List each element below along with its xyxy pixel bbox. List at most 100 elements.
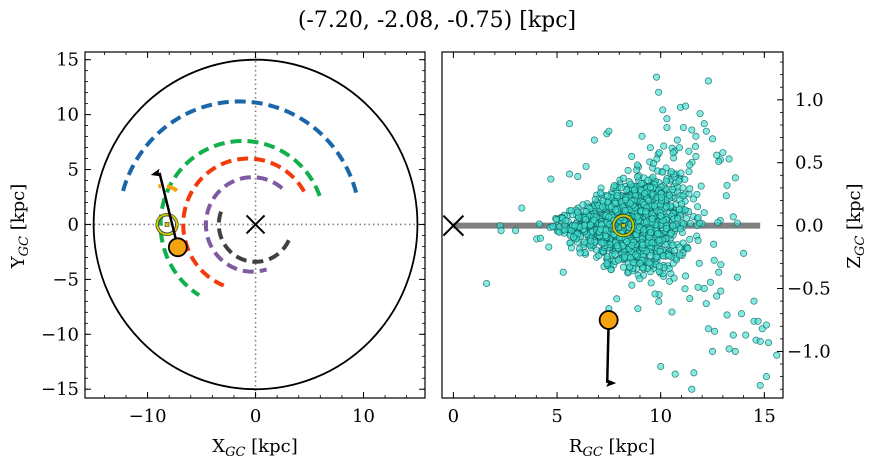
star-point bbox=[682, 102, 690, 110]
star-point bbox=[662, 224, 670, 232]
star-point bbox=[733, 219, 741, 227]
star-point bbox=[714, 218, 722, 227]
star-point bbox=[669, 149, 677, 157]
star-point bbox=[659, 106, 667, 114]
star-point bbox=[750, 297, 758, 305]
sun-marker bbox=[155, 212, 179, 236]
star-point bbox=[646, 183, 655, 192]
star-point bbox=[644, 176, 652, 184]
star-point bbox=[597, 225, 605, 233]
sun-ring bbox=[612, 214, 635, 237]
star-point bbox=[643, 218, 651, 226]
star-point bbox=[667, 168, 675, 176]
y-tick-label: 0.5 bbox=[795, 153, 824, 174]
x-tick-label: −10 bbox=[129, 406, 167, 427]
star-point bbox=[754, 317, 762, 325]
star-point bbox=[676, 243, 684, 251]
target-star-marker bbox=[598, 310, 619, 330]
star-point bbox=[619, 174, 627, 182]
star-point bbox=[692, 152, 700, 160]
star-point bbox=[773, 351, 781, 359]
star-point bbox=[684, 245, 692, 253]
star-point bbox=[621, 207, 629, 215]
star-point bbox=[536, 234, 545, 242]
star-point bbox=[731, 174, 739, 182]
star-point bbox=[686, 235, 694, 243]
star-point bbox=[693, 203, 702, 211]
star-point bbox=[559, 268, 567, 276]
right-panel-rz-plane: 0 5 10 15 1.0 0.5 0.0 −0.5 −1.0 RGC [kpc] ZGC [k… bbox=[441, 51, 868, 460]
y-tick-label: 0.0 bbox=[795, 216, 824, 237]
left-x-axis-label: XGC [kpc] bbox=[212, 436, 297, 460]
star-point bbox=[645, 259, 653, 267]
star-point bbox=[610, 182, 618, 190]
star-point bbox=[598, 239, 606, 247]
star-point bbox=[673, 136, 681, 144]
star-point bbox=[633, 173, 642, 181]
sun-inner-ring bbox=[614, 216, 633, 235]
star-point bbox=[702, 300, 710, 308]
star-point bbox=[590, 136, 598, 144]
velocity-arrow bbox=[605, 319, 617, 387]
star-point bbox=[700, 209, 708, 217]
star-point bbox=[740, 249, 748, 257]
star-point bbox=[586, 221, 595, 229]
star-scatter-points bbox=[483, 73, 781, 393]
right-axes-frame bbox=[441, 51, 784, 399]
star-point bbox=[631, 186, 639, 194]
star-point bbox=[612, 206, 620, 214]
star-point bbox=[733, 273, 741, 281]
right-x-axis-label: RGC [kpc] bbox=[569, 436, 655, 460]
star-point bbox=[725, 155, 733, 163]
star-point bbox=[681, 285, 689, 293]
star-point bbox=[697, 182, 705, 190]
target-star-marker bbox=[167, 237, 188, 258]
star-point bbox=[679, 123, 688, 132]
star-point bbox=[603, 259, 611, 267]
star-point bbox=[723, 311, 731, 319]
y-tick-label: −15 bbox=[41, 379, 79, 400]
star-point bbox=[675, 177, 683, 185]
star-point bbox=[659, 168, 667, 176]
star-point bbox=[719, 149, 727, 157]
star-point bbox=[682, 272, 690, 280]
star-point bbox=[677, 169, 685, 177]
spiral-arm-local-arm bbox=[158, 184, 179, 193]
star-point bbox=[592, 246, 601, 254]
star-point bbox=[535, 220, 543, 228]
star-point bbox=[656, 262, 664, 270]
star-point bbox=[692, 132, 700, 140]
star-point bbox=[670, 274, 678, 282]
star-point bbox=[613, 242, 621, 250]
star-point bbox=[641, 189, 649, 198]
x-tick-label: 15 bbox=[753, 406, 776, 427]
star-point bbox=[657, 362, 665, 371]
star-point bbox=[614, 256, 623, 264]
star-point bbox=[653, 73, 661, 81]
y-tick-label: −10 bbox=[41, 324, 79, 345]
star-point bbox=[570, 233, 578, 241]
left-axes-frame bbox=[84, 51, 426, 399]
star-point bbox=[742, 331, 750, 339]
star-point bbox=[648, 239, 656, 247]
star-point bbox=[674, 215, 682, 223]
left-y-axis-label: YGC [kpc] bbox=[8, 184, 32, 270]
star-point bbox=[663, 123, 671, 132]
star-point bbox=[694, 283, 702, 291]
star-point bbox=[613, 295, 621, 303]
spiral-arm-scutum-arm bbox=[203, 175, 284, 274]
star-point bbox=[655, 236, 663, 244]
star-point bbox=[729, 331, 737, 339]
star-point bbox=[723, 181, 731, 189]
star-point bbox=[622, 196, 630, 204]
star-point bbox=[634, 305, 642, 313]
star-point bbox=[582, 215, 590, 223]
figure-title: (-7.20, -2.08, -0.75) [kpc] bbox=[298, 8, 576, 33]
y-tick-label: 1.0 bbox=[795, 90, 824, 111]
star-point bbox=[686, 161, 694, 169]
star-point bbox=[704, 325, 712, 333]
star-point bbox=[702, 127, 710, 135]
star-point bbox=[690, 369, 698, 377]
star-point bbox=[660, 142, 668, 150]
